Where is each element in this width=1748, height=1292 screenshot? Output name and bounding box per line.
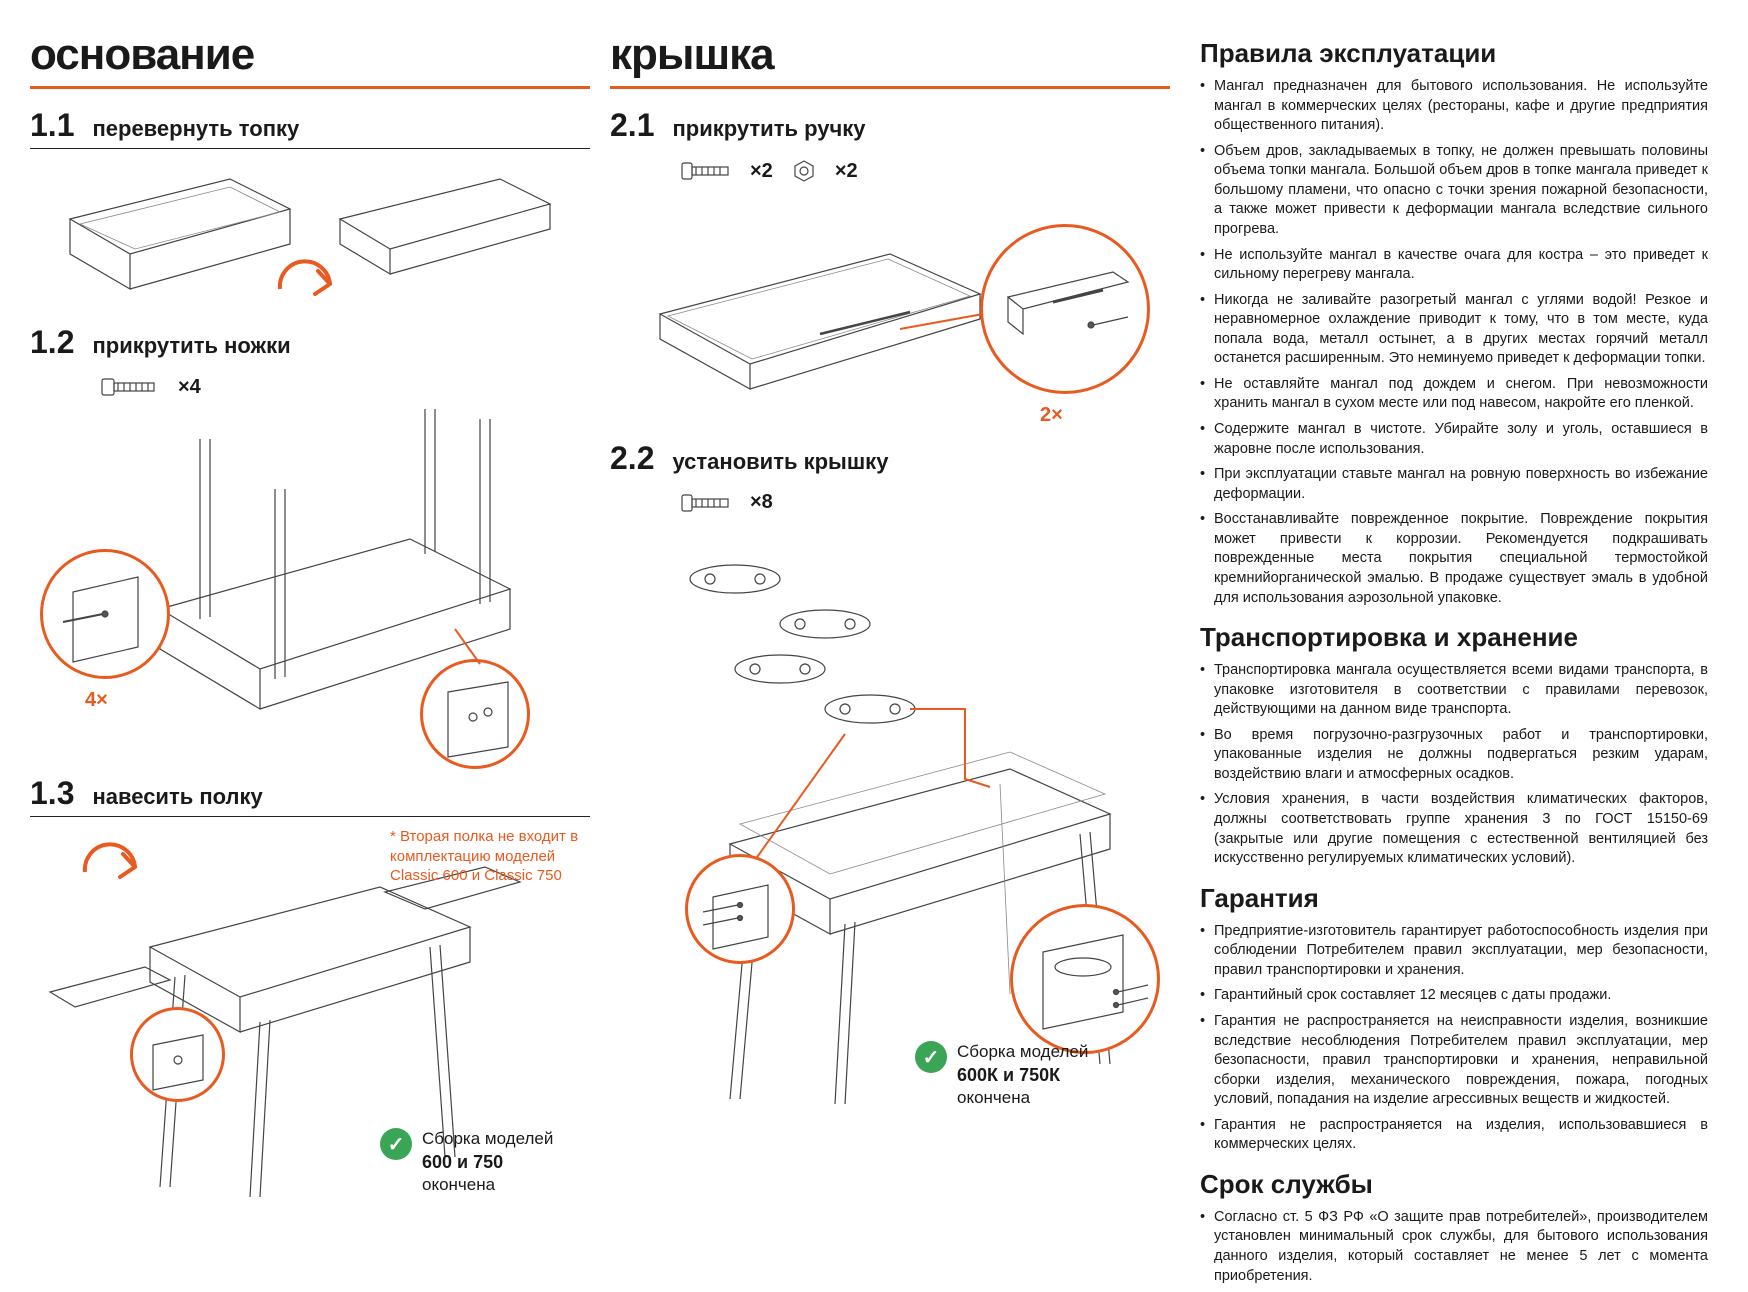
list-item: Мангал предназначен для бытового использ… [1214, 77, 1708, 136]
bolt-count: ×8 [750, 491, 773, 514]
nut-count: ×2 [835, 160, 858, 183]
list-item: Предприятие-изготовитель гарантирует раб… [1214, 922, 1708, 981]
list-item: Согласно ст. 5 ФЗ РФ «О защите прав потр… [1214, 1208, 1708, 1286]
callout-count: 2× [1040, 404, 1063, 427]
detail-circle-2 [420, 659, 530, 769]
completion-text: Сборка моделей 600 и 750 окончена [422, 1128, 553, 1196]
completion-line1: Сборка моделей [422, 1128, 553, 1150]
list-item: Условия хранения, в части воздействия кл… [1214, 790, 1708, 868]
life-heading: Срок службы [1200, 1169, 1708, 1200]
diagram-1-2: 4× [30, 409, 590, 769]
list-item: Содержите мангал в чистоте. Убирайте зол… [1214, 420, 1708, 459]
step-number: 2.1 [610, 107, 654, 144]
list-item: Не используйте мангал в качестве очага д… [1214, 246, 1708, 285]
title-base: основание [30, 30, 590, 80]
detail-circle [685, 854, 795, 964]
title-lid: крышка [610, 30, 1170, 80]
rules-heading: Правила эксплуатации [1200, 38, 1708, 69]
list-item: Гарантия не распространяется на изделия,… [1214, 1116, 1708, 1155]
step-label: установить крышку [672, 449, 888, 475]
callout-count: 4× [85, 689, 108, 712]
list-item: Объем дров, закладываемых в топку, не до… [1214, 142, 1708, 240]
warranty-heading: Гарантия [1200, 883, 1708, 914]
diagram-1-1 [30, 148, 590, 318]
completion-done: окончена [957, 1087, 1088, 1109]
diagram-2-2: ✓ Сборка моделей 600К и 750К окончена [610, 524, 1170, 1104]
parts-list: ×4 [100, 375, 590, 399]
step-label: прикрутить ножки [92, 333, 290, 359]
step-label: прикрутить ручку [672, 116, 865, 142]
step-header: 1.1 перевернуть топку [30, 107, 590, 144]
completion-line1: Сборка моделей [957, 1041, 1088, 1063]
list-item: Гарантия не распространяется на неисправ… [1214, 1012, 1708, 1110]
detail-circle [980, 224, 1150, 394]
completion-text: Сборка моделей 600К и 750К окончена [957, 1041, 1088, 1109]
warranty-list: Предприятие-изготовитель гарантирует раб… [1200, 922, 1708, 1161]
column-text: Правила эксплуатации Мангал предназначен… [1190, 30, 1708, 1210]
bolt-count: ×4 [178, 376, 201, 399]
list-item: При эксплуатации ставьте мангал на ровну… [1214, 465, 1708, 504]
footnote: * Вторая полка не входит в комплектацию … [390, 827, 580, 886]
step-header: 1.2 прикрутить ножки [30, 324, 590, 361]
step-header: 2.1 прикрутить ручку [610, 107, 1170, 144]
nut-icon [791, 158, 817, 184]
column-base: основание 1.1 перевернуть топку [30, 30, 590, 1210]
step-number: 1.2 [30, 324, 74, 361]
detail-circle [40, 549, 170, 679]
check-icon: ✓ [380, 1128, 412, 1160]
list-item: Во время погрузочно-разгрузочных работ и… [1214, 726, 1708, 785]
completion-done: окончена [422, 1174, 553, 1196]
bolt-count: ×2 [750, 160, 773, 183]
completion-models: 600 и 750 [422, 1151, 553, 1174]
list-item: Гарантийный срок составляет 12 месяцев с… [1214, 986, 1708, 1006]
list-item: Восстанавливайте поврежденное покрытие. … [1214, 510, 1708, 608]
diagram-2-1: 2× [610, 194, 1170, 434]
column-lid: крышка 2.1 прикрутить ручку ×2 ×2 [610, 30, 1170, 1210]
check-icon: ✓ [915, 1041, 947, 1073]
step-number: 1.1 [30, 107, 74, 144]
diagram-1-3: * Вторая полка не входит в комплектацию … [30, 816, 590, 1196]
transport-list: Транспортировка мангала осуществляется в… [1200, 661, 1708, 875]
completion-badge: ✓ Сборка моделей 600К и 750К окончена [915, 1041, 1088, 1109]
sketch-flip-firebox [30, 149, 590, 319]
detail-circle [1010, 904, 1160, 1054]
divider [610, 86, 1170, 89]
bolt-icon [680, 160, 732, 182]
step-header: 1.3 навесить полку [30, 775, 590, 812]
divider [30, 86, 590, 89]
step-label: перевернуть топку [92, 116, 299, 142]
step-label: навесить полку [92, 784, 262, 810]
rules-list: Мангал предназначен для бытового использ… [1200, 77, 1708, 614]
life-list: Согласно ст. 5 ФЗ РФ «О защите прав потр… [1200, 1208, 1708, 1292]
completion-badge: ✓ Сборка моделей 600 и 750 окончена [380, 1128, 553, 1196]
bolt-icon [680, 492, 732, 514]
completion-models: 600К и 750К [957, 1064, 1088, 1087]
detail-circle [130, 1007, 225, 1102]
parts-list: ×8 [680, 491, 1170, 514]
list-item: Никогда не заливайте разогретый мангал с… [1214, 291, 1708, 369]
list-item: Не оставляйте мангал под дождем и снегом… [1214, 375, 1708, 414]
bolt-icon [100, 375, 160, 399]
step-header: 2.2 установить крышку [610, 440, 1170, 477]
parts-list: ×2 ×2 [680, 158, 1170, 184]
transport-heading: Транспортировка и хранение [1200, 622, 1708, 653]
step-number: 2.2 [610, 440, 654, 477]
list-item: Транспортировка мангала осуществляется в… [1214, 661, 1708, 720]
step-number: 1.3 [30, 775, 74, 812]
